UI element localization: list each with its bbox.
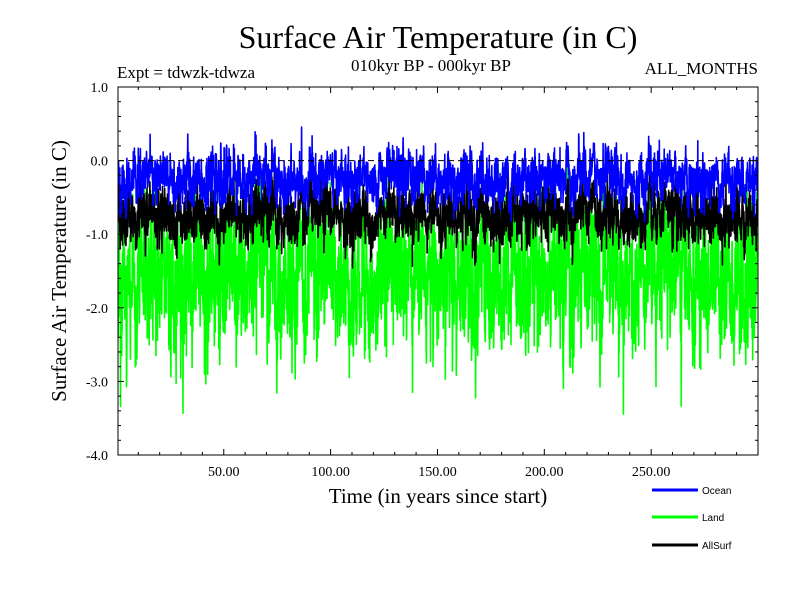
y-axis-label: Surface Air Temperature (in C) [47,140,71,402]
y-tick-label: -2.0 [86,302,108,317]
legend-label-allsurf: AllSurf [702,541,732,552]
legend-item-allsurf: AllSurf [652,541,732,552]
series-layer [118,126,758,415]
legend-item-ocean: Ocean [652,486,731,497]
y-tick-label: 1.0 [91,81,109,96]
y-tick-label: 0.0 [91,155,109,170]
experiment-label: Expt = tdwzk-tdwza [117,63,255,82]
x-tick-label: 150.00 [418,465,457,480]
legend-label-ocean: Ocean [702,486,731,497]
legend-item-land: Land [652,513,724,524]
y-axis: 1.0 0.0 -1.0 -2.0 -3.0 -4.0 [86,81,758,464]
x-tick-label: 250.00 [632,465,671,480]
months-label: ALL_MONTHS [645,59,758,78]
series-line-allsurf [118,167,758,269]
series-line-ocean [118,126,758,223]
period-label: 010kyr BP - 000kyr BP [351,56,511,75]
y-tick-label: -4.0 [86,449,108,464]
x-tick-label: 100.00 [311,465,350,480]
x-tick-label: 50.00 [208,465,240,480]
x-tick-label: 200.00 [525,465,564,480]
series-line-land [118,161,758,415]
plot-frame [117,86,759,456]
legend-label-land: Land [702,513,724,524]
legend: Ocean Land AllSurf [652,486,732,552]
y-tick-label: -3.0 [86,375,108,390]
x-axis: 50.00 100.00 150.00 200.00 250.00 [137,87,738,480]
y-tick-label: -1.0 [86,228,108,243]
x-axis-label: Time (in years since start) [329,484,548,508]
chart-title: Surface Air Temperature (in C) [239,19,638,55]
